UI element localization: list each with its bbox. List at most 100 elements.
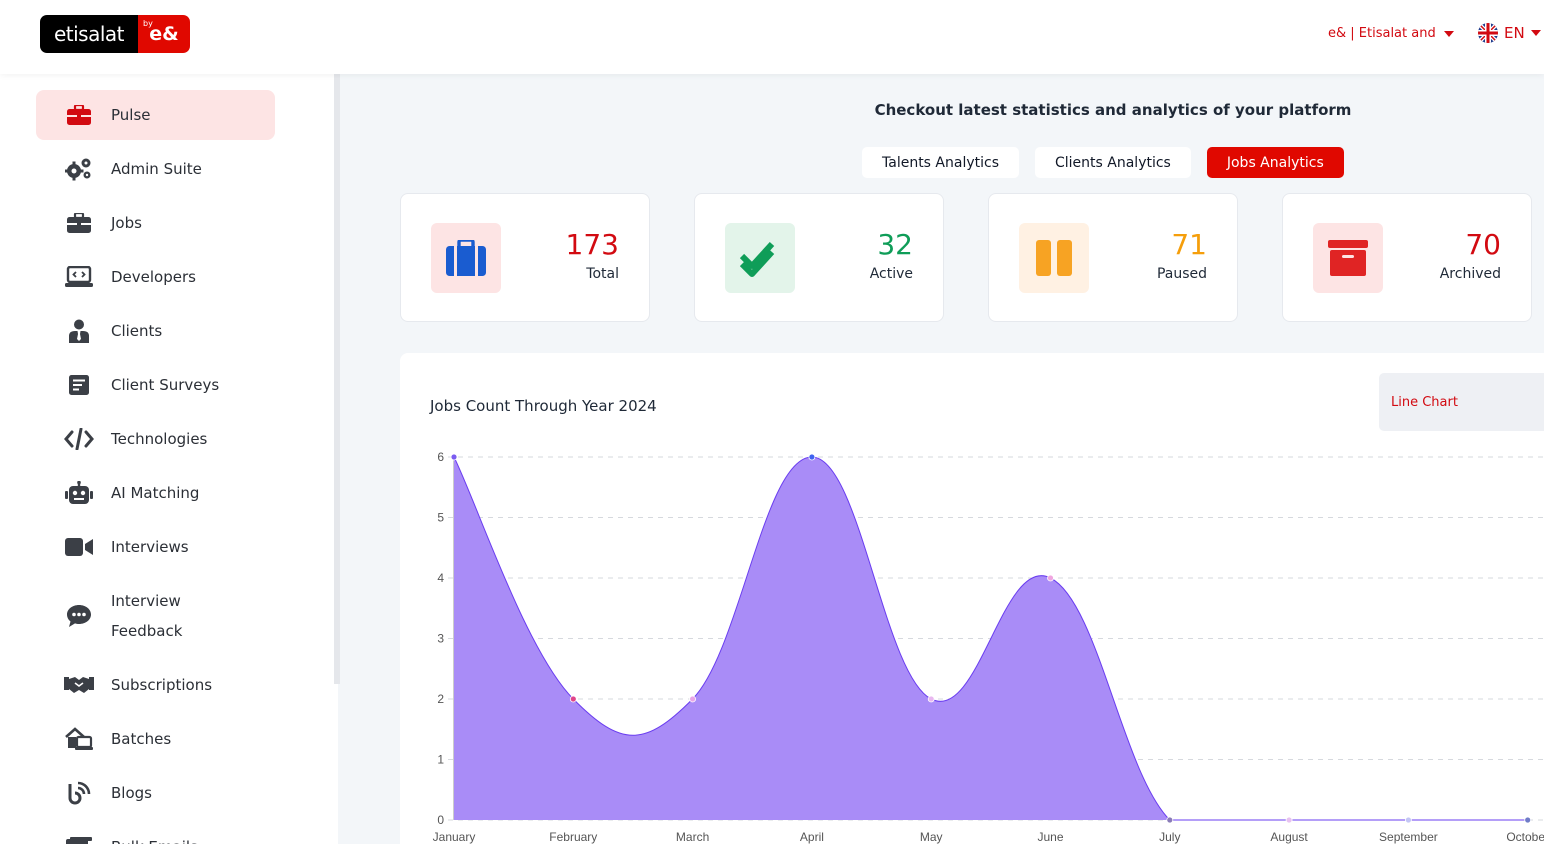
page-headline: Checkout latest statistics and analytics… [874,101,1352,119]
handshake-icon [64,670,94,700]
data-point [927,695,935,703]
company-name: e& | Etisalat and [1328,26,1436,41]
x-tick-label: March [676,830,709,844]
briefcase-icon [64,100,94,130]
sidebar-item-developers[interactable]: Developers [36,252,275,302]
top-header: etisalat by e& e& | Etisalat and EN [0,0,1544,74]
data-point [808,453,816,461]
comment-dots-icon [64,601,94,631]
sidebar-item-batches[interactable]: Batches [36,714,275,764]
sidebar-item-label: Interview [111,592,181,610]
chevron-down-icon [1530,30,1541,36]
data-point [569,695,577,703]
sidebar-item-blogs[interactable]: Blogs [36,768,275,818]
data-point [689,695,697,703]
sidebar-item-pulse[interactable]: Pulse [36,90,275,140]
stat-label: Active [869,266,913,282]
etisalat-logo[interactable]: etisalat by e& [40,15,190,53]
stat-label: Total [586,266,619,282]
sidebar-item-label: Subscriptions [111,676,213,694]
y-tick-label: 0 [437,813,444,827]
sidebar-item-label: Admin Suite [111,160,202,178]
data-point [1166,816,1174,824]
sidebar-item-technologies[interactable]: Technologies [36,414,275,464]
y-tick-label: 5 [437,511,444,525]
sidebar-item-label: Developers [111,268,196,286]
sidebar-item-label: Jobs [111,214,142,232]
logo-text: etisalat [40,15,138,53]
y-tick-label: 1 [437,753,444,767]
gears-icon [64,154,94,184]
sidebar-scrollbar[interactable] [334,74,340,684]
data-point [1285,816,1293,824]
stat-card-active: 32 Active [694,193,944,322]
blog-icon [64,778,94,808]
sidebar-item-client-surveys[interactable]: Client Surveys [36,360,275,410]
briefcase-icon [431,223,501,293]
y-tick-label: 2 [437,692,444,706]
sidebar-item-label: Pulse [111,106,151,124]
sidebar: Pulse Admin Suite Jobs Developers Client… [0,74,338,844]
robot-icon [64,478,94,508]
uk-flag-icon [1478,23,1498,43]
logo-by: by [143,19,153,28]
sidebar-item-subscriptions[interactable]: Subscriptions [36,660,275,710]
analytics-tabs: Talents Analytics Clients Analytics Jobs… [862,147,1344,178]
data-point [1524,816,1532,824]
sidebar-item-clients[interactable]: Clients [36,306,275,356]
sidebar-item-interviews[interactable]: Interviews [36,522,275,572]
y-tick-label: 4 [437,571,444,585]
stat-label: Archived [1439,266,1501,282]
y-tick-label: 3 [437,632,444,646]
sidebar-item-bulk-emails[interactable]: Bulk Emails [36,822,275,844]
sidebar-item-label: Technologies [111,430,208,448]
data-point [450,453,458,461]
house-laptop-icon [64,724,94,754]
laptop-code-icon [64,262,94,292]
x-tick-label: July [1159,830,1180,844]
check-double-icon [725,223,795,293]
sidebar-item-label: Interviews [111,538,189,556]
language-selector[interactable]: EN [1478,23,1541,43]
sidebar-item-label: Bulk Emails [111,832,198,844]
archive-icon [1313,223,1383,293]
sidebar-item-ai-matching[interactable]: AI Matching [36,468,275,518]
sidebar-item-admin-suite[interactable]: Admin Suite [36,144,275,194]
language-label: EN [1504,24,1525,42]
jobs-chart-card: Jobs Count Through Year 2024 Line Chart … [400,353,1544,844]
user-tie-icon [64,316,94,346]
sidebar-item-label: Clients [111,322,163,340]
sidebar-item-interview-feedback[interactable]: Interview Feedback [36,576,275,656]
logo-mark: by e& [138,15,190,53]
chart-type-select[interactable]: Line Chart [1379,373,1544,431]
sidebar-item-jobs[interactable]: Jobs [36,198,275,248]
pause-icon [1019,223,1089,293]
stat-value: 173 [565,228,619,261]
tab-clients-analytics[interactable]: Clients Analytics [1035,147,1191,178]
x-tick-label: February [549,830,597,844]
survey-icon [64,370,94,400]
stat-label: Paused [1156,266,1207,282]
x-tick-label: August [1270,830,1308,844]
email-icon [64,832,94,844]
jobs-area-chart: 0 1 2 3 4 5 6 January February March April May June J… [433,450,1544,844]
stat-card-total: 173 Total [400,193,650,322]
chart-title: Jobs Count Through Year 2024 [430,397,657,415]
stat-value: 70 [1465,228,1501,261]
x-tick-label: September [1379,830,1438,844]
x-tick-label: January [433,830,476,844]
stat-card-archived: 70 Archived [1282,193,1532,322]
logo-mark-text: e& [149,23,179,45]
code-icon [64,424,94,454]
stat-value: 71 [1171,228,1207,261]
x-tick-label: May [920,830,943,844]
stat-card-paused: 71 Paused [988,193,1238,322]
tab-talents-analytics[interactable]: Talents Analytics [862,147,1019,178]
company-selector[interactable]: e& | Etisalat and [1328,26,1454,41]
tab-jobs-analytics[interactable]: Jobs Analytics [1206,147,1344,178]
video-icon [64,532,94,562]
x-tick-label: October [1506,830,1544,844]
y-tick-label: 6 [437,450,444,464]
sidebar-item-label-line2: Feedback [111,622,183,640]
x-tick-label: June [1037,830,1063,844]
